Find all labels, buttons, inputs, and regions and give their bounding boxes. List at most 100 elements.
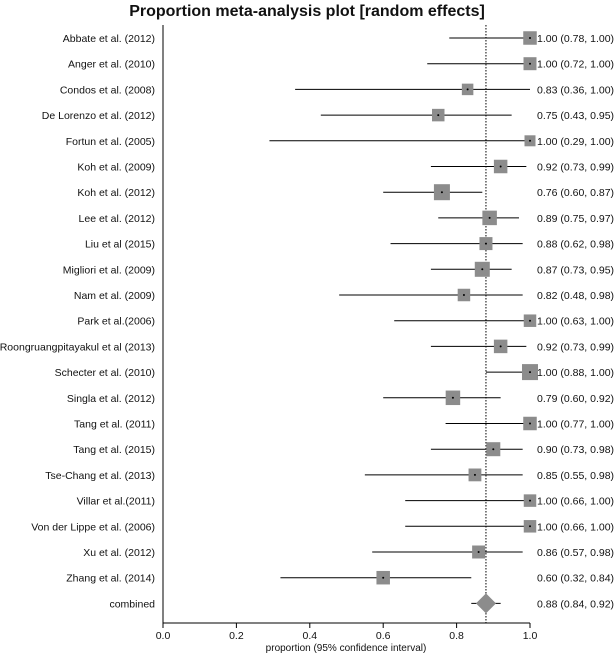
study-row: Abbate et al. (2012) 1.00 (0.78, 1.00)	[63, 31, 614, 45]
study-row: Von der Lippe et al. (2006) 1.00 (0.66, 1…	[31, 520, 614, 533]
study-ci-text: 0.87 (0.73, 0.95)	[537, 264, 614, 276]
combined-ci-text: 0.88 (0.84, 0.92)	[537, 598, 614, 610]
study-label: Zhang et al. (2014)	[66, 573, 155, 585]
point-estimate-dot	[462, 294, 465, 296]
point-estimate-dot	[529, 422, 531, 425]
combined-diamond	[475, 593, 496, 614]
x-axis: 0.0 0.2 0.4 0.6 0.8 1.0	[156, 622, 538, 642]
study-row: Nam et al. (2009) 0.82 (0.48, 0.98)	[74, 288, 614, 302]
study-row: Zhang et al. (2014) 0.60 (0.32, 0.84)	[66, 570, 614, 585]
study-label: Fortun et al. (2005)	[66, 136, 155, 148]
study-ci-text: 1.00 (0.78, 1.00)	[537, 33, 614, 45]
study-ci-text: 0.92 (0.73, 0.99)	[537, 341, 614, 353]
point-estimate-dot	[529, 525, 531, 528]
study-ci-text: 0.88 (0.62, 0.98)	[537, 239, 614, 251]
x-axis-label: proportion (95% confidence interval)	[266, 643, 427, 654]
point-estimate-dot	[477, 551, 480, 553]
study-label: Tang et al. (2015)	[73, 444, 155, 456]
point-estimate-dot	[484, 242, 487, 245]
study-row: Liu et al (2015) 0.88 (0.62, 0.98)	[85, 237, 614, 251]
study-row: De Lorenzo et al. (2012) 0.75 (0.43, 0.95…	[42, 108, 614, 122]
study-label: Xu et al. (2012)	[83, 547, 155, 559]
study-row: Xu et al. (2012) 0.86 (0.57, 0.98)	[83, 545, 614, 559]
point-estimate-dot	[492, 448, 495, 451]
study-ci-text: 1.00 (0.66, 1.00)	[537, 496, 614, 508]
study-row: Park et al.(2006) 1.00 (0.63, 1.00)	[77, 314, 614, 328]
study-label: Condos et al. (2008)	[60, 84, 155, 96]
study-label: Von der Lippe et al. (2006)	[31, 521, 155, 533]
x-tick-label: 0.8	[449, 630, 464, 642]
study-row: Tang et al. (2011) 1.00 (0.77, 1.00)	[74, 416, 614, 431]
point-estimate-dot	[499, 345, 502, 348]
study-rows: Abbate et al. (2012) 1.00 (0.78, 1.00) Ang…	[0, 31, 614, 585]
study-row: Roongruangpitayakul et al (2013) 0.92 (0.…	[0, 339, 614, 353]
study-label: Singla et al. (2012)	[67, 393, 155, 405]
study-ci-text: 1.00 (0.66, 1.00)	[537, 521, 614, 533]
point-estimate-dot	[451, 396, 454, 399]
chart-title: Proportion meta-analysis plot [random ef…	[129, 3, 485, 20]
point-estimate-dot	[481, 268, 484, 271]
study-row: Anger et al. (2010) 1.00 (0.72, 1.00)	[68, 57, 614, 71]
study-label: Koh et al. (2009)	[77, 162, 155, 174]
study-ci-text: 0.83 (0.36, 1.00)	[537, 84, 614, 96]
study-ci-text: 1.00 (0.72, 1.00)	[537, 59, 614, 71]
study-ci-text: 1.00 (0.88, 1.00)	[537, 367, 614, 379]
study-label: Schecter et al. (2010)	[55, 367, 155, 379]
study-label: Lee et al. (2012)	[79, 213, 155, 225]
study-row: Koh et al. (2009) 0.92 (0.73, 0.99)	[77, 159, 614, 174]
study-row: Condos et al. (2008) 0.83 (0.36, 1.00)	[60, 83, 614, 96]
point-estimate-dot	[529, 139, 531, 142]
study-label: Villar et al.(2011)	[77, 496, 155, 508]
study-row: Singla et al. (2012) 0.79 (0.60, 0.92)	[67, 390, 614, 406]
combined-row: combined 0.88 (0.84, 0.92)	[109, 593, 614, 614]
x-tick-label: 0.6	[376, 630, 391, 642]
study-label: Koh et al. (2012)	[77, 187, 155, 199]
study-row: Tang et al. (2015) 0.90 (0.73, 0.98)	[73, 442, 614, 457]
study-row: Tse-Chang et al. (2013) 0.85 (0.55, 0.98)	[45, 468, 614, 482]
x-tick-label: 1.0	[523, 630, 538, 642]
study-row: Schecter et al. (2010) 1.00 (0.88, 1.00)	[55, 364, 614, 381]
point-estimate-dot	[529, 371, 531, 374]
study-row: Lee et al. (2012) 0.89 (0.75, 0.97)	[79, 210, 614, 226]
study-label: De Lorenzo et al. (2012)	[42, 110, 155, 122]
point-estimate-dot	[382, 576, 385, 579]
study-label: Tang et al. (2011)	[74, 419, 155, 431]
study-ci-text: 0.79 (0.60, 0.92)	[537, 393, 614, 405]
study-ci-text: 0.82 (0.48, 0.98)	[537, 290, 614, 302]
study-ci-text: 0.85 (0.55, 0.98)	[537, 470, 614, 482]
study-ci-text: 0.75 (0.43, 0.95)	[537, 110, 614, 122]
point-estimate-dot	[499, 165, 502, 168]
study-ci-text: 1.00 (0.63, 1.00)	[537, 316, 614, 328]
study-row: Villar et al.(2011) 1.00 (0.66, 1.00)	[77, 494, 614, 508]
point-estimate-dot	[466, 88, 469, 91]
point-estimate-dot	[440, 191, 443, 194]
point-estimate-dot	[473, 473, 476, 476]
study-ci-text: 1.00 (0.29, 1.00)	[537, 136, 614, 148]
study-row: Fortun et al. (2005) 1.00 (0.29, 1.00)	[66, 135, 614, 148]
study-label: Abbate et al. (2012)	[63, 33, 155, 45]
study-ci-text: 0.86 (0.57, 0.98)	[537, 547, 614, 559]
study-label: Anger et al. (2010)	[68, 59, 155, 71]
study-ci-text: 0.89 (0.75, 0.97)	[537, 213, 614, 225]
point-estimate-dot	[529, 37, 531, 39]
point-estimate-dot	[529, 62, 531, 65]
study-ci-text: 0.90 (0.73, 0.98)	[537, 444, 614, 456]
study-ci-text: 0.92 (0.73, 0.99)	[537, 162, 614, 174]
study-label: Park et al.(2006)	[77, 316, 155, 328]
study-label: Liu et al (2015)	[85, 239, 155, 251]
study-label: Nam et al. (2009)	[74, 290, 155, 302]
point-estimate-dot	[529, 499, 531, 502]
study-label: Migliori et al. (2009)	[63, 264, 155, 276]
x-tick-label: 0.2	[229, 630, 244, 642]
point-estimate-dot	[488, 216, 491, 219]
study-ci-text: 0.60 (0.32, 0.84)	[537, 573, 614, 585]
x-tick-label: 0.4	[302, 630, 317, 642]
study-label: Roongruangpitayakul et al (2013)	[0, 341, 155, 353]
study-row: Koh et al. (2012) 0.76 (0.60, 0.87)	[77, 184, 614, 201]
point-estimate-dot	[529, 319, 531, 322]
study-row: Migliori et al. (2009) 0.87 (0.73, 0.95)	[63, 261, 614, 277]
study-ci-text: 0.76 (0.60, 0.87)	[537, 187, 614, 199]
point-estimate-dot	[437, 114, 440, 117]
x-tick-label: 0.0	[156, 630, 171, 642]
